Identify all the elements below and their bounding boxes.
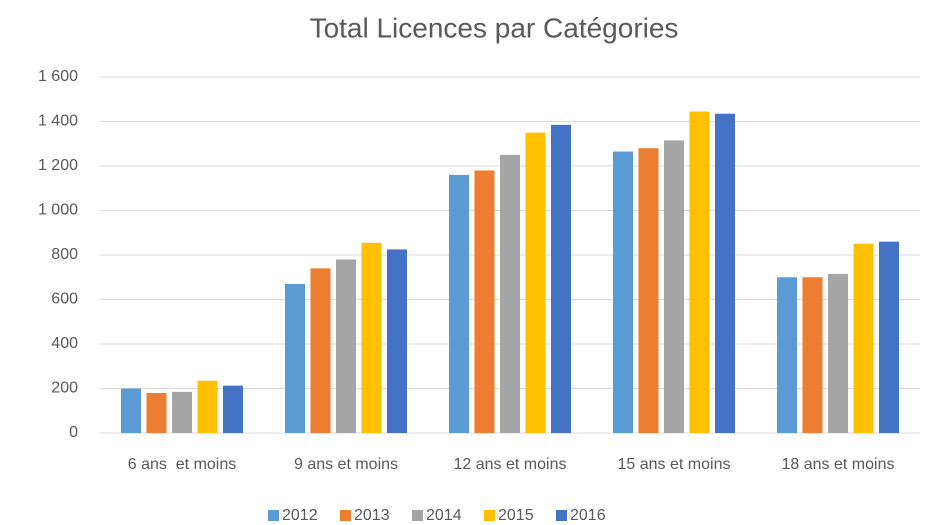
- bar: [802, 277, 823, 433]
- legend-swatch: [340, 510, 351, 521]
- bar: [387, 249, 407, 433]
- bar: [828, 273, 848, 433]
- bar: [474, 170, 495, 433]
- bar: [121, 388, 141, 433]
- legend-label: 2012: [282, 507, 318, 524]
- bar: [336, 259, 356, 433]
- x-tick-label: 15 ans et moins: [618, 456, 731, 473]
- x-tick-label: 18 ans et moins: [782, 456, 895, 473]
- legend-swatch: [268, 510, 279, 521]
- y-tick-label: 1 400: [38, 113, 78, 130]
- legend-label: 2015: [498, 507, 534, 524]
- legend-swatch: [412, 510, 423, 521]
- x-tick-label: 12 ans et moins: [454, 456, 567, 473]
- bar: [777, 277, 797, 433]
- y-tick-label: 1 200: [38, 157, 78, 174]
- bar: [689, 111, 710, 434]
- y-tick-label: 1 600: [38, 68, 78, 85]
- legend-swatch: [556, 510, 567, 521]
- bar: [361, 242, 382, 433]
- y-tick-label: 800: [51, 246, 78, 263]
- legend-swatch: [484, 510, 495, 521]
- x-tick-label: 6 ans et moins: [128, 456, 237, 473]
- bar: [223, 385, 243, 433]
- bar: [853, 243, 874, 433]
- bar: [285, 283, 305, 433]
- y-tick-label: 600: [51, 291, 78, 308]
- bar: [146, 392, 167, 433]
- y-tick-label: 400: [51, 335, 78, 352]
- bar: [449, 174, 469, 433]
- x-tick-label: 9 ans et moins: [294, 456, 398, 473]
- bar: [613, 151, 633, 433]
- y-tick-label: 200: [51, 380, 78, 397]
- y-tick-label: 1 000: [38, 202, 78, 219]
- bar: [638, 148, 659, 433]
- bar: [551, 124, 571, 434]
- legend-label: 2014: [426, 507, 462, 524]
- bar: [879, 241, 899, 433]
- legend-label: 2013: [354, 507, 390, 524]
- legend-label: 2016: [570, 507, 606, 524]
- bar: [197, 380, 218, 433]
- bar: [172, 391, 192, 433]
- bar: [500, 154, 520, 433]
- bar: [525, 132, 546, 433]
- bar: [664, 140, 684, 433]
- bar: [310, 268, 331, 433]
- y-tick-label: 0: [69, 424, 78, 441]
- bar: [715, 113, 735, 434]
- chart-title: Total Licences par Catégories: [310, 12, 679, 43]
